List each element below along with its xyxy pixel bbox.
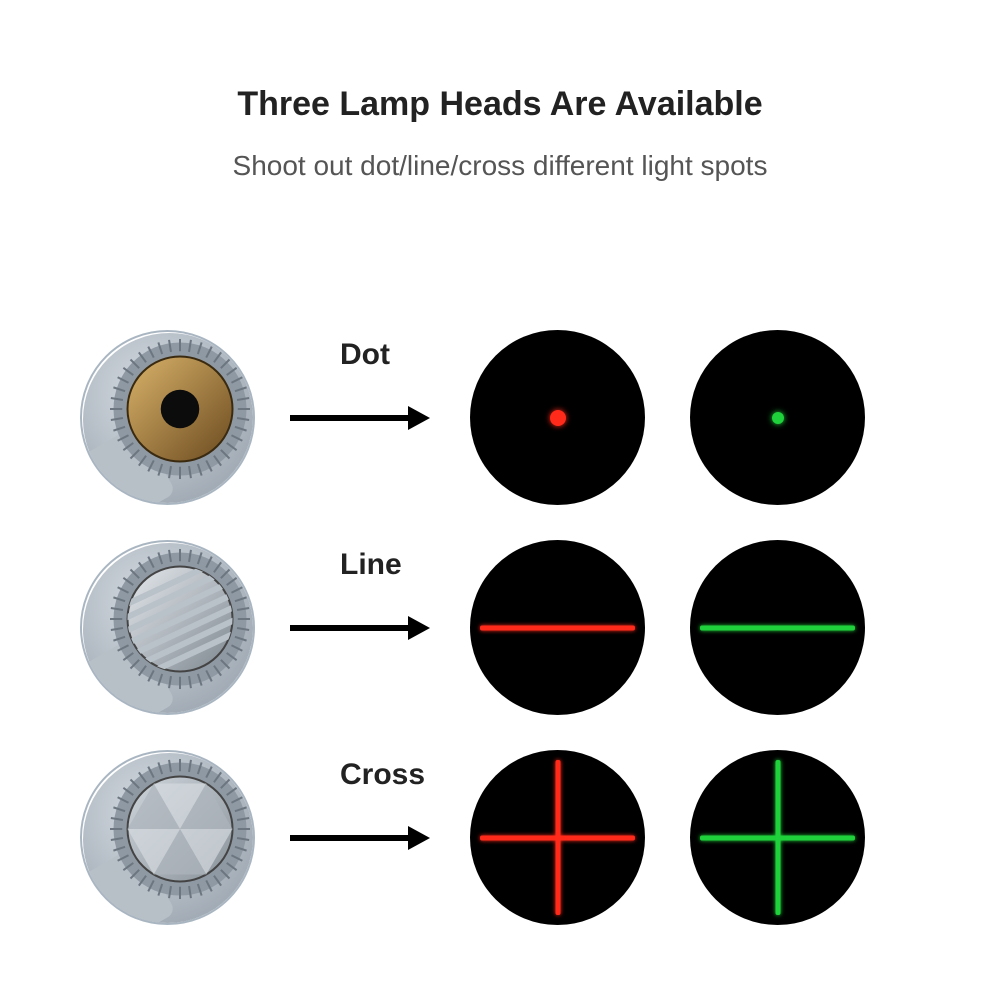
spot-line-red: [470, 540, 645, 715]
row-cross: Cross: [0, 750, 1000, 925]
spot-dot-red: [470, 330, 645, 505]
label-cross: Cross: [340, 758, 425, 792]
red-cross-v-icon: [555, 760, 560, 915]
lamp-head-line-icon: [80, 540, 255, 715]
row-line: Line: [0, 540, 1000, 715]
lamp-head-cross-icon: [80, 750, 255, 925]
row-dot: Dot: [0, 330, 1000, 505]
label-dot: Dot: [340, 338, 390, 372]
page-subtitle: Shoot out dot/line/cross different light…: [0, 150, 1000, 182]
spot-cross-red: [470, 750, 645, 925]
red-line-icon: [480, 625, 635, 630]
green-cross-v-icon: [775, 760, 780, 915]
label-line: Line: [340, 548, 402, 582]
spot-line-green: [690, 540, 865, 715]
red-dot-icon: [550, 410, 566, 426]
lamp-head-dot-icon: [80, 330, 255, 505]
green-dot-icon: [772, 412, 784, 424]
spot-dot-green: [690, 330, 865, 505]
page-title: Three Lamp Heads Are Available: [0, 85, 1000, 124]
green-line-icon: [700, 625, 855, 630]
spot-cross-green: [690, 750, 865, 925]
